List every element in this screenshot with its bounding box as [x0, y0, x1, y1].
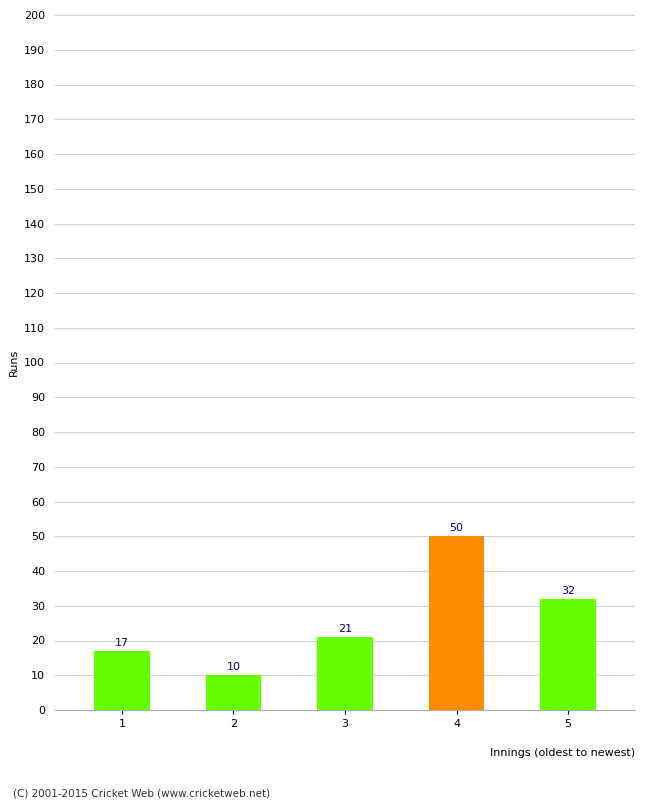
Text: 32: 32 [561, 586, 575, 596]
Bar [540, 598, 596, 710]
Text: 17: 17 [115, 638, 129, 648]
Bar [94, 651, 150, 710]
Y-axis label: Runs: Runs [8, 349, 19, 376]
Bar [428, 536, 484, 710]
Bar [205, 675, 261, 710]
X-axis label: Innings (oldest to newest): Innings (oldest to newest) [490, 748, 635, 758]
Text: 50: 50 [450, 523, 463, 534]
Text: 21: 21 [338, 624, 352, 634]
Bar [317, 637, 373, 710]
Text: 10: 10 [226, 662, 240, 673]
Text: (C) 2001-2015 Cricket Web (www.cricketweb.net): (C) 2001-2015 Cricket Web (www.cricketwe… [13, 788, 270, 798]
